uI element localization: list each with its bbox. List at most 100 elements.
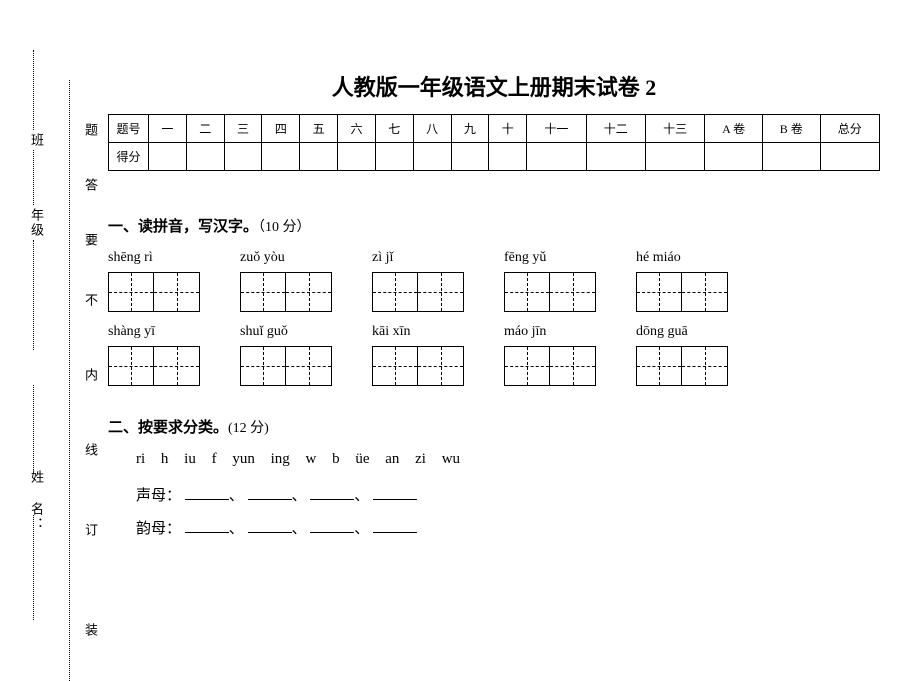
tian-pair[interactable] [240, 346, 332, 386]
page-content: 人教版一年级语文上册期末试卷 2 题号 一 二 三 四 五 六 七 八 九 十 … [108, 70, 880, 550]
binding-dotted-line [69, 80, 70, 681]
pinyin-item: fēng yǔ [504, 250, 596, 266]
score-col: A 卷 [705, 115, 763, 143]
pinyin-item: shuǐ guǒ [240, 324, 332, 340]
tian-pair[interactable] [504, 272, 596, 312]
score-col: 二 [186, 115, 224, 143]
answer-blank[interactable] [373, 486, 417, 500]
score-col: 五 [300, 115, 338, 143]
sep: 、 [229, 521, 244, 537]
tian-pair[interactable] [504, 346, 596, 386]
name-label: 姓 名： [27, 470, 46, 532]
tian-pair[interactable] [636, 272, 728, 312]
score-cell[interactable] [645, 143, 704, 171]
q1-title: 一、读拼音，写汉字。（10 分） [108, 215, 880, 236]
label-ti: 题 [81, 120, 100, 139]
tian-pair[interactable] [240, 272, 332, 312]
question-1: 一、读拼音，写汉字。（10 分） shēng rì zuǒ yòu zì jǐ … [108, 215, 880, 386]
score-col: 十二 [586, 115, 645, 143]
q2-line-label: 声母： [136, 488, 181, 504]
score-cell[interactable] [413, 143, 451, 171]
answer-blank[interactable] [248, 486, 292, 500]
answer-blank[interactable] [185, 486, 229, 500]
score-col: 十一 [527, 115, 586, 143]
score-col: 八 [413, 115, 451, 143]
score-col: 十三 [645, 115, 704, 143]
label-nei: 内 [81, 365, 100, 384]
score-col: 四 [262, 115, 300, 143]
q2-heading: 二、按要求分类。 [108, 420, 228, 436]
pinyin-item: shēng rì [108, 250, 200, 266]
score-cell[interactable] [820, 143, 879, 171]
form-dots-5 [33, 240, 34, 350]
answer-blank[interactable] [185, 519, 229, 533]
tian-pair[interactable] [636, 346, 728, 386]
sep: 、 [229, 488, 244, 504]
label-bu: 不 [81, 290, 100, 309]
q1-heading: 一、读拼音，写汉字。 [108, 219, 258, 235]
score-col: 九 [451, 115, 489, 143]
answer-blank[interactable] [373, 519, 417, 533]
pinyin-item: shàng yī [108, 324, 200, 340]
binding-margin: 装 订 线 内 不 要 答 题 姓 名： 班 年级 [55, 80, 85, 681]
score-cell[interactable] [224, 143, 262, 171]
pinyin-item: dōng guā [636, 324, 728, 340]
answer-blank[interactable] [248, 519, 292, 533]
score-cell[interactable] [762, 143, 820, 171]
q2-points: (12 分) [228, 421, 269, 436]
tian-pair[interactable] [108, 346, 200, 386]
form-dots-2 [33, 515, 34, 620]
form-dots-1 [33, 385, 34, 470]
score-cell[interactable] [300, 143, 338, 171]
score-blank-row: 得分 [109, 143, 880, 171]
score-col: 十 [489, 115, 527, 143]
grade-label: 年级 [27, 208, 46, 238]
label-xian: 线 [81, 440, 100, 459]
score-col: 总分 [820, 115, 879, 143]
score-row-label: 得分 [109, 143, 149, 171]
pinyin-item: zì jǐ [372, 250, 464, 266]
q2-title: 二、按要求分类。(12 分) [108, 416, 880, 437]
sep: 、 [292, 488, 307, 504]
score-col: B 卷 [762, 115, 820, 143]
score-row-label: 题号 [109, 115, 149, 143]
score-cell[interactable] [586, 143, 645, 171]
sep: 、 [354, 521, 369, 537]
score-cell[interactable] [262, 143, 300, 171]
label-ding: 订 [81, 520, 100, 539]
q2-item-list: ri h iu f yun ing w b üe an zi wu [136, 451, 880, 468]
tian-pair[interactable] [108, 272, 200, 312]
pinyin-row: shàng yī shuǐ guǒ kāi xīn máo jīn dōng g… [108, 324, 880, 340]
score-cell[interactable] [527, 143, 586, 171]
q2-line-label: 韵母： [136, 521, 181, 537]
label-yao: 要 [81, 230, 100, 249]
class-label: 班 [27, 133, 46, 148]
pinyin-item: máo jīn [504, 324, 596, 340]
pinyin-item: kāi xīn [372, 324, 464, 340]
score-header-row: 题号 一 二 三 四 五 六 七 八 九 十 十一 十二 十三 A 卷 B 卷 … [109, 115, 880, 143]
tian-pair[interactable] [372, 346, 464, 386]
form-dots-4 [33, 150, 34, 205]
sep: 、 [354, 488, 369, 504]
sep: 、 [292, 521, 307, 537]
q2-line-yunmu: 韵母： 、 、 、 [136, 517, 880, 538]
question-2: 二、按要求分类。(12 分) ri h iu f yun ing w b üe … [108, 416, 880, 538]
q1-points: （10 分） [258, 220, 311, 235]
label-da: 答 [81, 175, 100, 194]
pinyin-row: shēng rì zuǒ yòu zì jǐ fēng yǔ hé miáo [108, 250, 880, 266]
score-cell[interactable] [489, 143, 527, 171]
form-dots-3 [33, 50, 34, 130]
score-col: 七 [375, 115, 413, 143]
answer-blank[interactable] [310, 486, 354, 500]
q2-line-shengmu: 声母： 、 、 、 [136, 484, 880, 505]
score-cell[interactable] [451, 143, 489, 171]
score-cell[interactable] [186, 143, 224, 171]
score-cell[interactable] [375, 143, 413, 171]
score-cell[interactable] [149, 143, 187, 171]
score-col: 六 [338, 115, 376, 143]
answer-blank[interactable] [310, 519, 354, 533]
score-cell[interactable] [705, 143, 763, 171]
tian-pair[interactable] [372, 272, 464, 312]
score-col: 一 [149, 115, 187, 143]
score-cell[interactable] [338, 143, 376, 171]
